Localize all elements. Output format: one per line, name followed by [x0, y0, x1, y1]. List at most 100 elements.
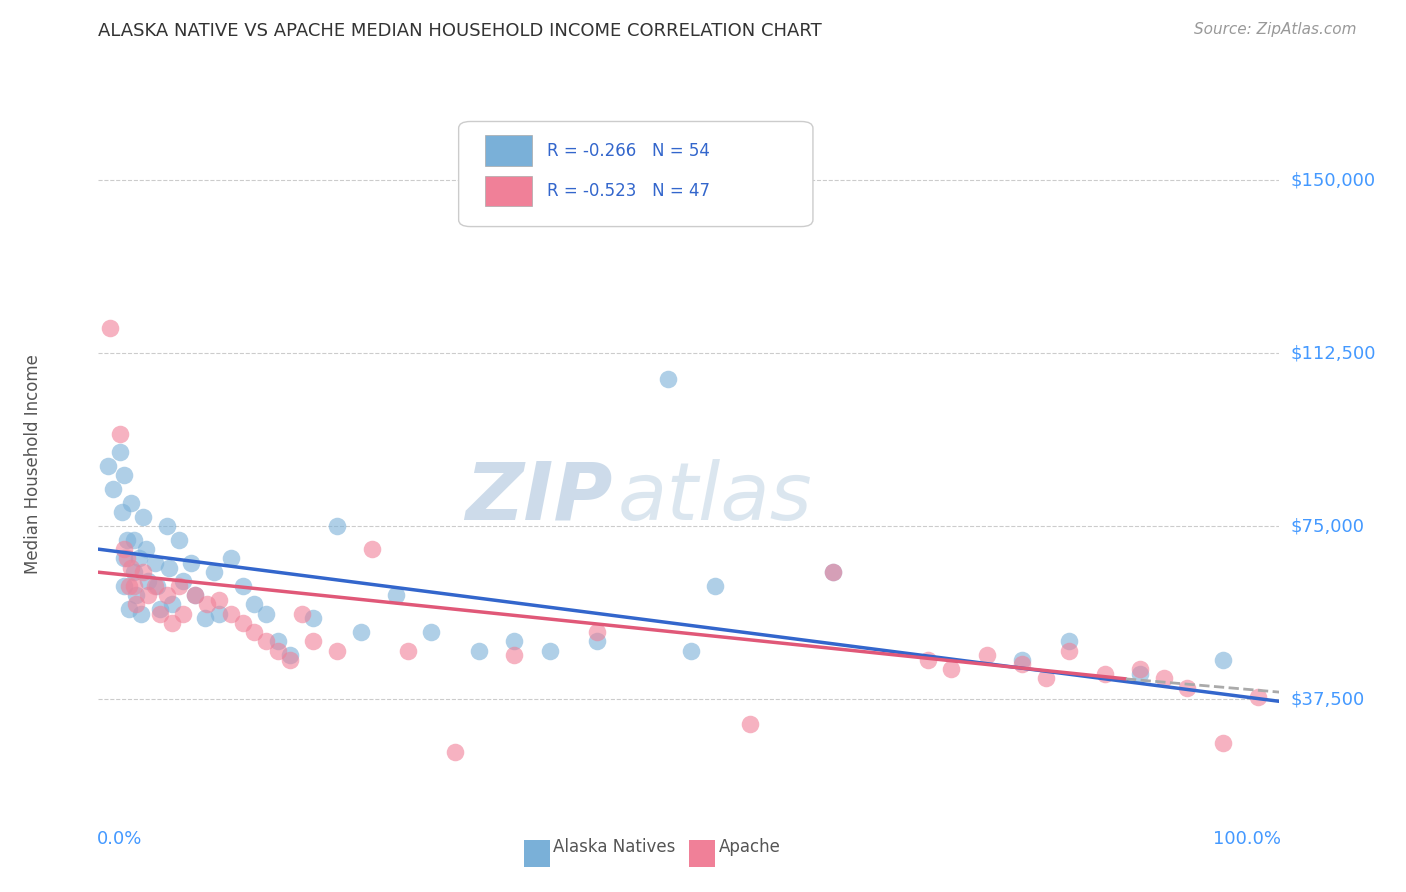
Point: [219, 551, 242, 566]
Point: [136, 574, 159, 589]
Point: [1212, 653, 1234, 667]
Point: [115, 551, 138, 566]
Point: [172, 607, 194, 621]
Point: [111, 505, 134, 519]
Point: [681, 643, 703, 657]
Point: [326, 519, 349, 533]
Text: Alaska Natives: Alaska Natives: [553, 838, 675, 855]
Point: [917, 653, 939, 667]
Point: [108, 445, 131, 459]
Point: [194, 611, 217, 625]
Text: R = -0.266   N = 54: R = -0.266 N = 54: [547, 142, 710, 160]
Bar: [523, 840, 550, 867]
Point: [243, 598, 266, 612]
Bar: [485, 176, 531, 206]
Point: [278, 653, 301, 667]
Point: [1057, 634, 1080, 648]
Point: [231, 615, 253, 630]
Point: [132, 509, 155, 524]
Point: [208, 593, 231, 607]
Text: Apache: Apache: [718, 838, 780, 855]
Point: [122, 533, 145, 547]
Point: [135, 542, 157, 557]
Point: [195, 598, 218, 612]
Point: [157, 560, 180, 574]
Point: [156, 519, 179, 533]
Text: $37,500: $37,500: [1291, 690, 1365, 708]
Point: [143, 579, 166, 593]
Point: [1057, 643, 1080, 657]
Point: [538, 643, 561, 657]
Point: [231, 579, 253, 593]
Point: [98, 320, 121, 334]
Point: [467, 643, 489, 657]
Point: [160, 615, 183, 630]
Point: [939, 662, 962, 676]
Point: [1175, 681, 1198, 695]
Point: [129, 607, 152, 621]
Point: [444, 745, 467, 759]
Point: [172, 574, 194, 589]
Point: [108, 426, 131, 441]
Text: $150,000: $150,000: [1291, 171, 1375, 189]
Text: 0.0%: 0.0%: [97, 830, 142, 848]
Point: [585, 634, 607, 648]
Point: [112, 551, 135, 566]
Point: [143, 556, 166, 570]
Text: $112,500: $112,500: [1291, 344, 1376, 362]
Text: atlas: atlas: [619, 458, 813, 537]
Text: 100.0%: 100.0%: [1212, 830, 1281, 848]
Point: [503, 634, 526, 648]
FancyBboxPatch shape: [458, 121, 813, 227]
Point: [115, 533, 138, 547]
Point: [976, 648, 998, 663]
Point: [361, 542, 384, 557]
Point: [278, 648, 301, 663]
Point: [290, 607, 312, 621]
Point: [1011, 657, 1033, 672]
Point: [219, 607, 242, 621]
Point: [821, 565, 844, 579]
Point: [740, 717, 762, 731]
Point: [156, 588, 179, 602]
Point: [167, 533, 190, 547]
Point: [184, 588, 207, 602]
Point: [1011, 653, 1033, 667]
Point: [97, 459, 120, 474]
Point: [184, 588, 207, 602]
Point: [180, 556, 202, 570]
Point: [160, 598, 183, 612]
Point: [167, 579, 190, 593]
Point: [267, 643, 290, 657]
Point: [254, 634, 277, 648]
Point: [202, 565, 225, 579]
Point: [208, 607, 231, 621]
Point: [125, 588, 148, 602]
Point: [128, 551, 150, 566]
Point: [585, 625, 607, 640]
Point: [118, 579, 141, 593]
Point: [1247, 690, 1270, 704]
Text: Median Household Income: Median Household Income: [24, 354, 42, 574]
Point: [1035, 671, 1057, 685]
Point: [302, 611, 325, 625]
Point: [136, 588, 159, 602]
Point: [703, 579, 725, 593]
Point: [385, 588, 408, 602]
Point: [267, 634, 290, 648]
Point: [112, 468, 135, 483]
Point: [122, 565, 145, 579]
Text: R = -0.523   N = 47: R = -0.523 N = 47: [547, 182, 710, 201]
Point: [149, 602, 172, 616]
Point: [1129, 662, 1152, 676]
Point: [122, 579, 145, 593]
Point: [121, 496, 143, 510]
Point: [326, 643, 349, 657]
Point: [118, 602, 141, 616]
Point: [112, 579, 135, 593]
Point: [349, 625, 371, 640]
Point: [657, 371, 679, 385]
Point: [243, 625, 266, 640]
Point: [1212, 736, 1234, 750]
Text: Source: ZipAtlas.com: Source: ZipAtlas.com: [1194, 22, 1357, 37]
